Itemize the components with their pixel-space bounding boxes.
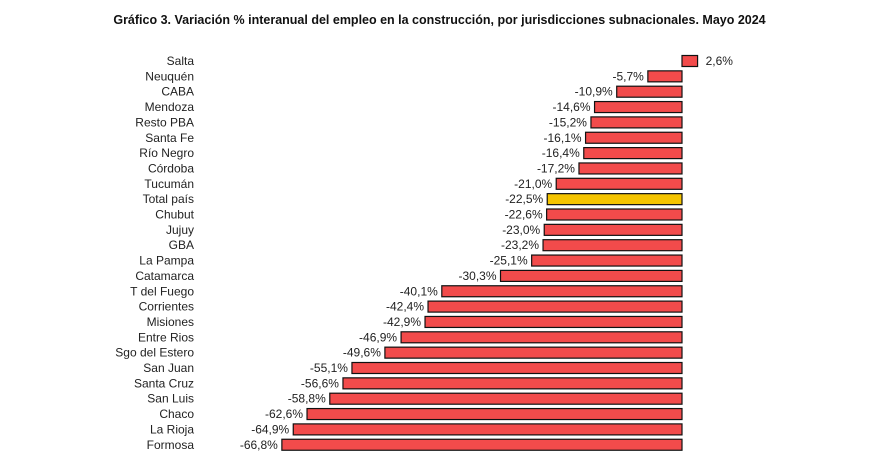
bar [583,147,683,160]
bar [499,269,683,282]
category-label: Chubut [155,208,194,222]
bar [342,377,683,390]
category-label: Neuquén [145,69,194,83]
value-label: -14,6% [553,100,591,114]
bar [542,239,683,252]
bar [351,361,683,375]
category-label: Sgo del Estero [115,346,194,360]
bar [531,254,683,267]
bar [546,193,683,206]
bar [292,423,683,436]
category-label: T del Fuego [130,284,194,298]
value-label: -40,1% [400,284,438,298]
value-label: -56,6% [301,376,339,390]
category-label: San Juan [143,361,194,375]
category-label: San Luis [147,392,194,406]
bar [384,346,683,359]
value-label: -55,1% [310,361,348,375]
category-label: Resto PBA [135,115,194,129]
category-label: Chaco [159,407,194,421]
category-label: Total país [143,192,194,206]
value-label: -64,9% [251,422,289,436]
bar [427,300,683,313]
category-label: Catamarca [135,269,194,283]
value-label: -58,8% [288,392,326,406]
bar [590,116,683,129]
category-label: Jujuy [166,223,194,237]
bar [281,438,683,451]
value-label: -30,3% [458,269,496,283]
bar [578,162,683,175]
value-label: 2,6% [706,54,734,68]
bar [441,285,683,298]
bar [543,223,683,236]
category-label: Corrientes [139,300,194,314]
bar [329,392,683,405]
value-label: -23,0% [502,223,540,237]
value-label: -22,5% [505,192,543,206]
value-label: -42,4% [386,300,424,314]
value-label: -66,8% [240,438,278,452]
bar [593,100,683,114]
category-label: GBA [169,238,194,252]
category-label: Santa Cruz [134,376,194,390]
chart-title: Gráfico 3. Variación % interanual del em… [113,13,766,27]
value-label: -23,2% [501,238,539,252]
category-label: Misiones [147,315,194,329]
category-label: Tucumán [144,177,194,191]
bar [306,407,683,421]
value-label: -46,9% [359,330,397,344]
value-label: -17,2% [537,161,575,175]
bar [424,315,683,329]
category-label: Córdoba [148,161,194,175]
value-label: -16,1% [544,131,582,145]
bar [400,331,683,344]
value-label: -42,9% [383,315,421,329]
bar [584,131,683,144]
value-label: -49,6% [343,346,381,360]
category-label: Formosa [147,438,195,452]
category-label: Salta [167,54,195,68]
value-label: -5,7% [612,69,644,83]
category-label: Entre Rios [138,330,194,344]
value-label: -16,4% [542,146,580,160]
value-label: -25,1% [490,254,528,268]
category-label: CABA [161,85,194,99]
value-label: -21,0% [514,177,552,191]
bar [616,85,683,98]
bar [647,70,683,83]
category-label: Mendoza [145,100,195,114]
category-label: La Rioja [150,422,194,436]
category-label: Río Negro [139,146,194,160]
value-label: -10,9% [575,85,613,99]
category-label: La Pampa [139,254,194,268]
category-label: Santa Fe [145,131,194,145]
bar [681,54,699,68]
bar [555,177,683,190]
value-label: -15,2% [549,115,587,129]
value-label: -62,6% [265,407,303,421]
bar [546,208,683,221]
value-label: -22,6% [505,208,543,222]
